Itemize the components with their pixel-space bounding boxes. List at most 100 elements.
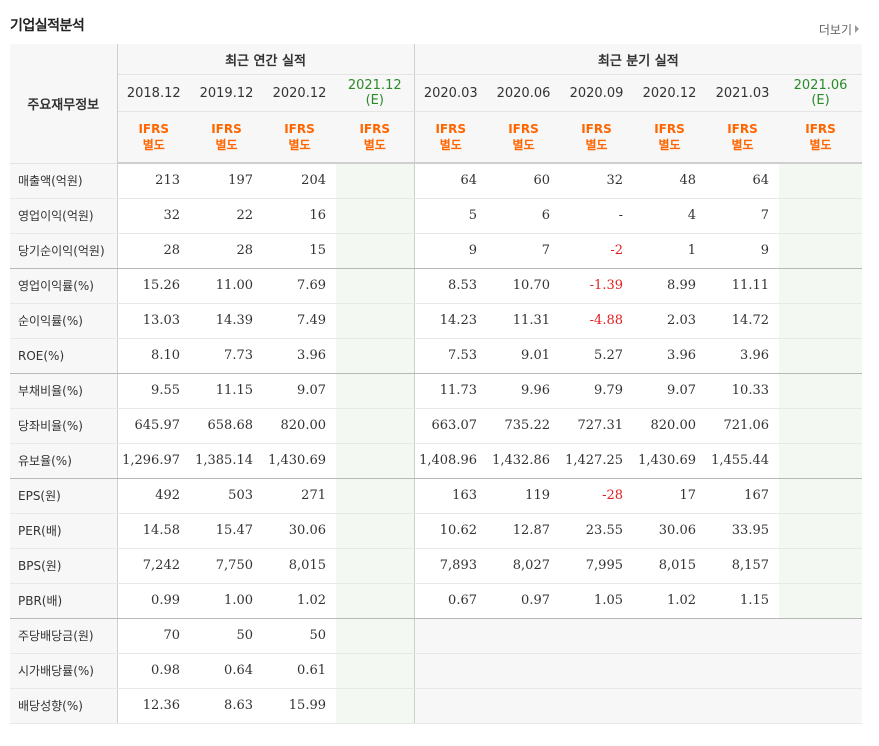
- table-row: 시가배당률(%) 0.98 0.64 0.61: [10, 653, 863, 689]
- annual-value-cell: 11.00: [190, 268, 263, 304]
- quarter-value-cell: 8,015: [633, 548, 706, 584]
- basis-standard: IFRS: [654, 122, 685, 136]
- metric-label[interactable]: EPS(원): [10, 478, 118, 514]
- quarter-value-cell: [779, 268, 863, 304]
- quarter-value-cell: -1.39: [560, 268, 633, 304]
- metric-label[interactable]: 배당성향(%): [10, 688, 118, 724]
- period-label: 2021.06: [793, 78, 848, 93]
- quarter-value-cell: 9: [413, 233, 487, 269]
- basis-standard: IFRS: [508, 122, 539, 136]
- quarter-value-cell: [779, 373, 863, 409]
- accounting-basis: IFRS 별도: [117, 111, 190, 164]
- metric-label[interactable]: 당기순이익(억원): [10, 233, 118, 269]
- metric-label[interactable]: 매출액(억원): [10, 163, 118, 199]
- metric-label[interactable]: 유보율(%): [10, 443, 118, 479]
- metric-label[interactable]: 영업이익률(%): [10, 268, 118, 304]
- estimate-marker: (E): [811, 93, 830, 108]
- annual-value-cell: 1,296.97: [117, 443, 190, 479]
- annual-value-cell: 28: [190, 233, 263, 269]
- table-row: PBR(배) 0.99 1.00 1.02 0.67 0.97 1.05 1.02 1.15: [10, 583, 863, 619]
- quarter-value-cell: [779, 198, 863, 234]
- annual-value-cell: 197: [190, 163, 263, 199]
- annual-value-cell: 12.36: [117, 688, 190, 724]
- annual-value-cell: [336, 583, 414, 619]
- metric-label[interactable]: 당좌비율(%): [10, 408, 118, 444]
- quarter-value-cell: 10.33: [706, 373, 779, 409]
- quarter-value-cell: 820.00: [633, 408, 706, 444]
- annual-value-cell: 8.10: [117, 338, 190, 374]
- quarter-value-cell: 48: [633, 163, 706, 199]
- quarter-value-cell: 12.87: [487, 513, 560, 549]
- annual-value-cell: 7,242: [117, 548, 190, 584]
- quarter-value-cell: 4: [633, 198, 706, 234]
- quarter-value-cell: 0.67: [413, 583, 487, 619]
- quarter-value-cell: 6: [487, 198, 560, 234]
- annual-value-cell: [336, 233, 414, 269]
- annual-value-cell: 645.97: [117, 408, 190, 444]
- metric-label[interactable]: 부채비율(%): [10, 373, 118, 409]
- annual-value-cell: [336, 408, 414, 444]
- quarter-value-cell: 8,027: [487, 548, 560, 584]
- quarter-value-cell: 119: [487, 478, 560, 514]
- more-link[interactable]: 더보기: [819, 21, 859, 38]
- quarter-value-cell: 663.07: [413, 408, 487, 444]
- quarter-value-cell: 23.55: [560, 513, 633, 549]
- annual-value-cell: 7,750: [190, 548, 263, 584]
- quarter-value-cell: 1,432.86: [487, 443, 560, 479]
- metric-label[interactable]: PBR(배): [10, 583, 118, 619]
- quarter-value-cell: 17: [633, 478, 706, 514]
- annual-value-cell: 3.96: [263, 338, 336, 374]
- basis-standard: IFRS: [211, 122, 242, 136]
- annual-value-cell: 16: [263, 198, 336, 234]
- quarter-group-header: 최근 분기 실적: [413, 44, 863, 75]
- annual-value-cell: 0.64: [190, 653, 263, 689]
- quarter-value-cell: 30.06: [633, 513, 706, 549]
- period-label: 2018.12: [126, 85, 181, 101]
- quarter-value-cell: [779, 163, 863, 199]
- quarter-value-cell: [779, 338, 863, 374]
- quarter-value-cell: -: [560, 198, 633, 234]
- basis-type: 별도: [142, 138, 165, 152]
- quarter-value-cell: 5.27: [560, 338, 633, 374]
- metric-label[interactable]: 순이익률(%): [10, 303, 118, 339]
- quarter-value-cell: [779, 548, 863, 584]
- table-row: 부채비율(%) 9.55 11.15 9.07 11.73 9.96 9.79 9.07 10.…: [10, 373, 863, 409]
- quarter-value-cell: 8.99: [633, 268, 706, 304]
- quarter-value-cell: [779, 653, 863, 689]
- basis-type: 별도: [512, 138, 535, 152]
- quarter-value-cell: 167: [706, 478, 779, 514]
- basis-type: 별도: [363, 138, 386, 152]
- quarter-value-cell: [560, 618, 633, 654]
- annual-value-cell: 503: [190, 478, 263, 514]
- metric-label[interactable]: 주당배당금(원): [10, 618, 118, 654]
- basis-standard: IFRS: [138, 122, 170, 136]
- annual-value-cell: 271: [263, 478, 336, 514]
- quarter-value-cell: [560, 688, 633, 724]
- period-header: 2021.12 (E): [336, 74, 414, 112]
- metric-label[interactable]: 시가배당률(%): [10, 653, 118, 689]
- table-row: 순이익률(%) 13.03 14.39 7.49 14.23 11.31 -4.88 2.03…: [10, 303, 863, 339]
- quarter-value-cell: [633, 688, 706, 724]
- quarter-value-cell: 10.62: [413, 513, 487, 549]
- quarter-value-cell: 9.07: [633, 373, 706, 409]
- annual-value-cell: [336, 688, 414, 724]
- accounting-basis: IFRS 별도: [560, 111, 633, 164]
- basis-standard: IFRS: [359, 122, 391, 136]
- annual-value-cell: [336, 653, 414, 689]
- quarter-value-cell: [779, 233, 863, 269]
- quarter-value-cell: 1,408.96: [413, 443, 487, 479]
- quarter-value-cell: 7,893: [413, 548, 487, 584]
- annual-value-cell: 15: [263, 233, 336, 269]
- metric-label[interactable]: ROE(%): [10, 338, 118, 374]
- quarter-value-cell: 3.96: [706, 338, 779, 374]
- quarter-value-cell: [633, 618, 706, 654]
- period-header: 2018.12: [117, 74, 190, 112]
- metric-label[interactable]: PER(배): [10, 513, 118, 549]
- period-header: 2020.12: [633, 74, 706, 112]
- metric-label[interactable]: BPS(원): [10, 548, 118, 584]
- annual-value-cell: 14.39: [190, 303, 263, 339]
- metric-label[interactable]: 영업이익(억원): [10, 198, 118, 234]
- annual-value-cell: 8,015: [263, 548, 336, 584]
- annual-value-cell: 13.03: [117, 303, 190, 339]
- annual-value-cell: 30.06: [263, 513, 336, 549]
